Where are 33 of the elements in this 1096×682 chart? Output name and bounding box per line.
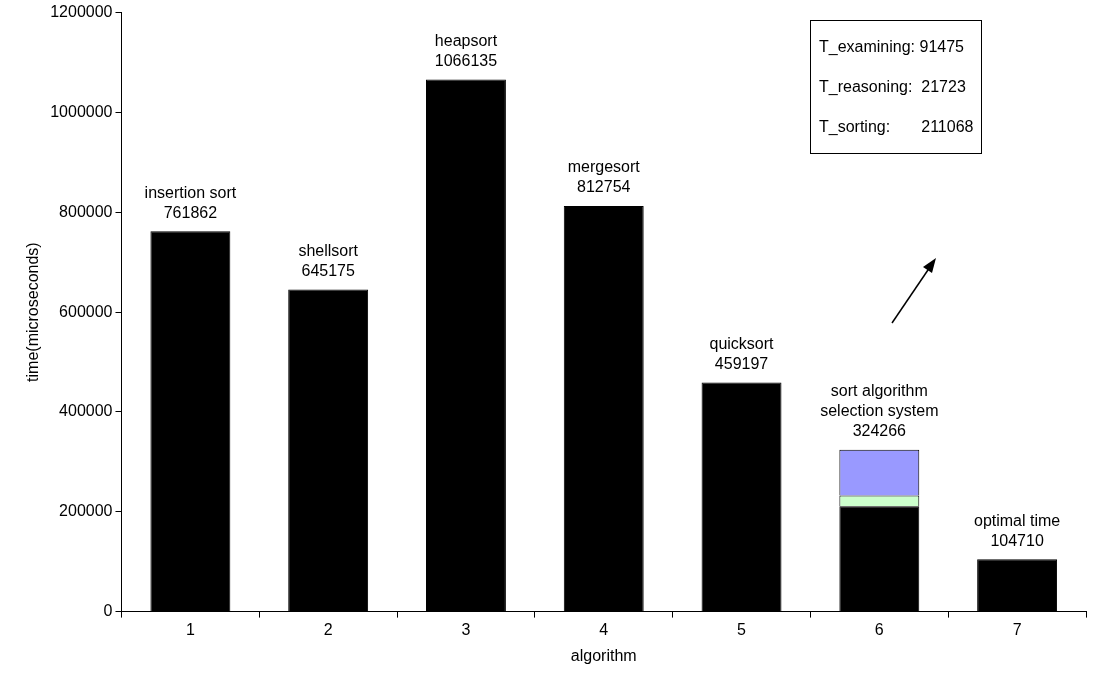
y-tick-label: 1200000 — [50, 3, 113, 21]
annotation: T_sorting: 211068 — [819, 118, 974, 135]
x-tick-label: 1 — [185, 620, 195, 638]
x-tick-label: 7 — [1012, 620, 1022, 638]
annotation: T_reasoning: 21723 — [819, 78, 966, 95]
total-label: 324266 — [852, 422, 907, 440]
x-tick-label: 2 — [323, 620, 333, 638]
annotation: shellsort — [298, 241, 359, 259]
y-tick-label: 1000000 — [50, 102, 113, 120]
y-tick-label: 200000 — [59, 502, 113, 520]
x-tick-label: 5 — [737, 620, 747, 638]
total-label: 1066135 — [434, 51, 498, 69]
annotation: sort algorithm selection system — [820, 382, 939, 420]
total-label: 645175 — [301, 261, 355, 279]
total-label: 812754 — [577, 178, 631, 196]
annotation: T_examining: 91475 — [819, 38, 964, 55]
total-label: 104710 — [990, 531, 1044, 549]
x-tick-label: 3 — [461, 620, 471, 638]
y-axis-title: time(microseconds) — [24, 242, 42, 382]
x-tick-label: 6 — [874, 620, 884, 638]
y-tick-label: 600000 — [59, 302, 113, 320]
total-label: 459197 — [714, 354, 769, 372]
annotation: quicksort — [709, 334, 775, 352]
y-tick-label: 400000 — [59, 402, 113, 420]
y-tick-label: 0 — [103, 602, 113, 620]
total-label: 761862 — [163, 203, 218, 221]
annotation: heapsort — [434, 31, 498, 49]
annotation: insertion sort — [144, 183, 237, 201]
y-tick-label: 800000 — [59, 202, 113, 220]
annotation: mergesort — [567, 158, 641, 176]
x-axis-title: algorithm — [570, 646, 637, 664]
x-tick-label: 4 — [599, 620, 609, 638]
annotation: optimal time — [973, 511, 1061, 529]
